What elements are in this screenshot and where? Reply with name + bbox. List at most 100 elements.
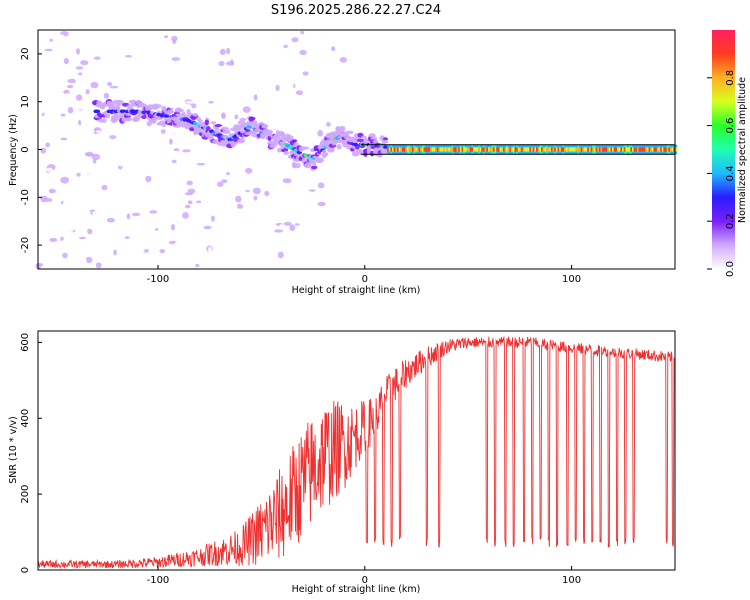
spectrogram-cell: [165, 41, 171, 46]
spectrogram-cell: [335, 30, 341, 35]
spectrogram-cell: [289, 224, 296, 231]
spectrogram-cell: [45, 72, 51, 79]
spectrogram-cell: [155, 142, 162, 145]
spectrogram-cell: [43, 106, 50, 110]
spectrogram-cell: [437, 168, 446, 173]
spectrogram-cell: [557, 147, 560, 152]
spectrogram-cell: [488, 147, 491, 152]
spectrogram-cell: [113, 123, 120, 127]
spectrogram-cell: [443, 124, 449, 129]
spectrogram-cell: [76, 110, 82, 118]
spectrogram-cell: [76, 254, 84, 261]
spectrogram-cell: [284, 100, 288, 104]
spectrogram-cell: [327, 148, 335, 153]
spectrogram-cell: [98, 232, 107, 238]
spectrogram-cell: [387, 122, 396, 127]
spectrogram-cell: [569, 147, 572, 152]
spectrogram-cell: [175, 113, 182, 117]
spectrogram-cell: [412, 123, 420, 127]
spectrogram-cell: [211, 88, 217, 95]
spectrogram-cell: [85, 153, 95, 157]
spectrogram-cell: [663, 147, 666, 152]
spectrogram-cell: [109, 85, 119, 89]
spectrogram-cell: [501, 147, 504, 152]
spectrogram-cell: [240, 81, 249, 87]
spectrogram-cell: [438, 147, 441, 152]
spectrogram-cell: [141, 159, 147, 165]
spectrogram-cell: [48, 244, 55, 248]
spectrogram-cell: [587, 147, 590, 152]
spectrogram-cell: [291, 37, 299, 43]
spectrogram-cell: [650, 173, 657, 177]
spectrogram-cell: [653, 147, 656, 152]
spectrogram-cell: [112, 68, 117, 75]
spectrogram-cell: [181, 113, 186, 118]
spectrogram-cell: [165, 70, 174, 77]
spectrogram-cell: [310, 61, 315, 66]
spectrogram-cell: [76, 173, 81, 177]
spectrogram-cell: [93, 249, 99, 255]
spectrogram-cell: [70, 100, 74, 107]
spectrogram-cell: [311, 143, 315, 147]
spectrogram-cell: [124, 50, 128, 57]
spectrogram-cell: [421, 147, 425, 152]
spectrogram-cell: [636, 133, 644, 139]
spectrogram-cell: [204, 119, 209, 126]
spectrogram-cell: [626, 172, 631, 175]
spectrogram-cell: [259, 78, 268, 84]
spectrogram-cell: [107, 81, 113, 87]
spectrogram-cell: [662, 132, 672, 137]
spectrogram-cell: [212, 252, 217, 258]
spectrogram-cell: [83, 35, 89, 40]
spectrogram-cell: [529, 147, 532, 152]
spectrogram-cell: [383, 145, 388, 149]
spectrogram-cell: [631, 141, 636, 144]
spectrogram-cell: [286, 31, 294, 35]
spectrogram-cell: [610, 147, 613, 152]
spectrogram-cell: [59, 86, 65, 92]
spectrogram-cell: [534, 147, 537, 152]
spectrogram-cell: [531, 128, 537, 134]
spectrogram-cell: [429, 173, 436, 177]
spectrogram-cell: [55, 171, 65, 179]
spectrogram-cell: [317, 157, 324, 163]
spectrogram-cell: [353, 159, 358, 163]
spectrogram-cell: [314, 79, 318, 85]
spectrogram-cell: [420, 147, 423, 152]
spectrogram-cell: [69, 61, 79, 65]
spectrogram-cell: [42, 134, 47, 139]
spectrogram-cell: [186, 197, 195, 201]
spectrogram-cell: [226, 78, 231, 83]
spectrogram-cell: [76, 48, 80, 55]
spectrogram-cell: [176, 141, 183, 148]
spectrogram-cell: [155, 50, 162, 57]
spectrogram-cell: [560, 147, 563, 152]
spectrogram-cell: [405, 147, 408, 152]
spectrogram-cell: [49, 38, 53, 42]
spectrogram-cell: [253, 195, 258, 201]
spectrogram-cell: [295, 90, 303, 96]
spectrogram-cell: [582, 167, 590, 171]
spectrogram-cell: [62, 252, 68, 259]
spectrogram-y-tick-label: -20: [20, 237, 31, 253]
spectrogram-cell: [213, 101, 218, 106]
spectrogram-cell: [85, 210, 91, 216]
snr-x-label: Height of straight line (km): [292, 584, 421, 595]
spectrogram-cell: [37, 37, 46, 43]
spectrogram-cell: [647, 130, 651, 133]
spectrogram-cell: [602, 147, 605, 152]
spectrogram-cell: [636, 147, 640, 152]
spectrogram-cell: [99, 33, 107, 40]
spectrogram-cell: [178, 177, 185, 183]
spectrogram-cell: [545, 147, 549, 152]
spectrogram-cell: [547, 147, 550, 152]
spectrogram-cell: [199, 168, 206, 174]
spectrogram-cell: [218, 60, 225, 67]
spectrogram-cell: [620, 147, 623, 152]
spectrogram-cell: [229, 155, 237, 161]
spectrogram-cell: [650, 147, 653, 152]
spectrogram-cell: [142, 72, 147, 79]
spectrogram-cell: [591, 132, 597, 138]
spectrogram-cell: [493, 147, 496, 152]
